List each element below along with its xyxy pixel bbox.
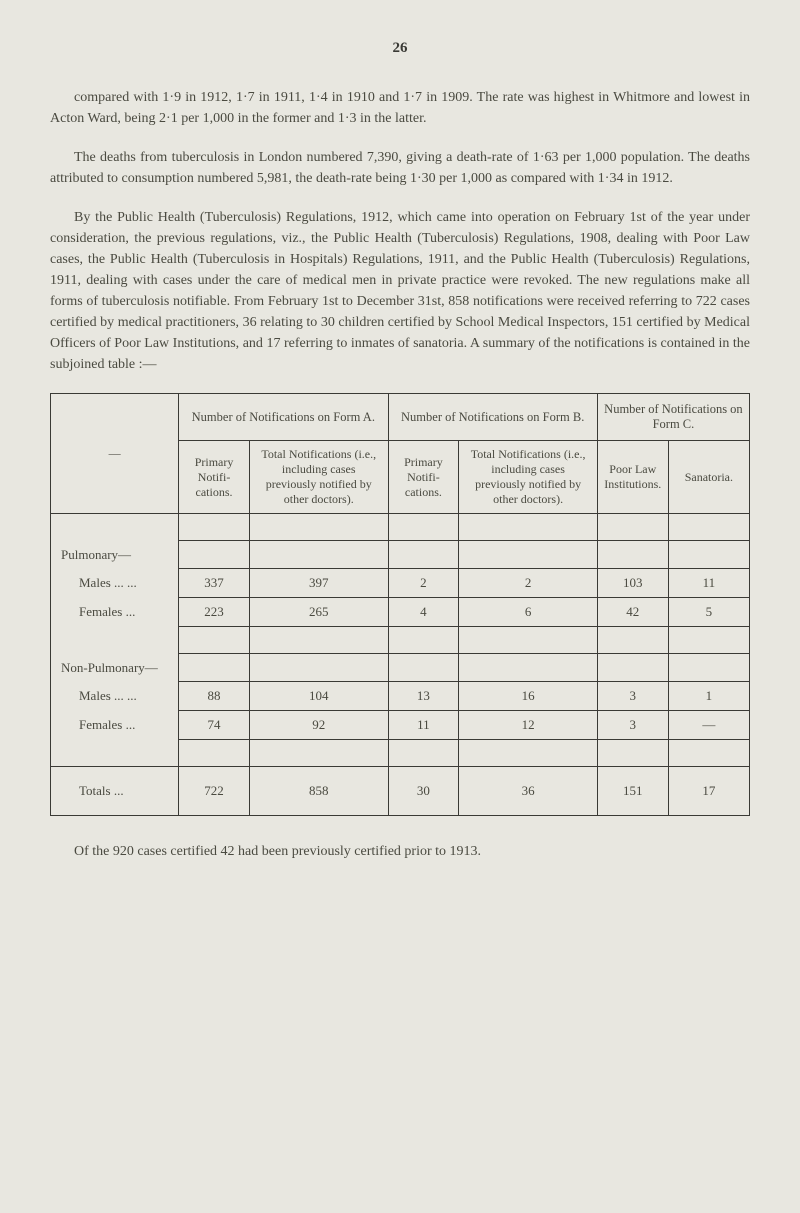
- cell: 11: [668, 569, 749, 598]
- cell: 858: [249, 767, 388, 816]
- cell: 16: [459, 682, 598, 711]
- page-number: 26: [50, 40, 750, 57]
- table-row: Females ... 74 92 11 12 3 —: [51, 711, 750, 740]
- cell: 265: [249, 598, 388, 627]
- table-row: Males ... ... 88 104 13 16 3 1: [51, 682, 750, 711]
- cell: 92: [249, 711, 388, 740]
- header-form-b: Number of Notifications on Form B.: [388, 394, 597, 441]
- cell: 2: [388, 569, 459, 598]
- subheader-prim-a: Prim­ary Notifi­cations.: [179, 441, 250, 514]
- table-row: [51, 740, 750, 767]
- cell: 151: [597, 767, 668, 816]
- group-nonpulmonary: Non-Pulmonary—: [51, 654, 179, 682]
- totals-label: Totals ...: [51, 767, 179, 816]
- cell: 103: [597, 569, 668, 598]
- cell: 4: [388, 598, 459, 627]
- table-totals-row: Totals ... 722 858 30 36 151 17: [51, 767, 750, 816]
- cell: 337: [179, 569, 250, 598]
- cell: 88: [179, 682, 250, 711]
- notifications-table: — Number of Notifications on Form A. Num…: [50, 393, 750, 816]
- cell: 13: [388, 682, 459, 711]
- cell: 3: [597, 711, 668, 740]
- table-row: [51, 627, 750, 654]
- paragraph-3: By the Public Health (Tuberculosis) Regu…: [50, 207, 750, 375]
- table-header-row-1: — Number of Notifications on Form A. Num…: [51, 394, 750, 441]
- subheader-total-a: Total Notifications (i.e., including cas…: [249, 441, 388, 514]
- table-row: [51, 514, 750, 541]
- header-form-c: Number of Notifications on Form C.: [597, 394, 749, 441]
- row-label: Females ...: [51, 598, 179, 627]
- cell: 6: [459, 598, 598, 627]
- table-row: Pulmonary—: [51, 541, 750, 569]
- cell: 42: [597, 598, 668, 627]
- row-label: Females ...: [51, 711, 179, 740]
- header-form-a: Number of Notifications on Form A.: [179, 394, 388, 441]
- cell: 5: [668, 598, 749, 627]
- cell: 12: [459, 711, 598, 740]
- subheader-poor: Poor Law Institu­tions.: [597, 441, 668, 514]
- subheader-san: Sanatoria.: [668, 441, 749, 514]
- cell: 74: [179, 711, 250, 740]
- subheader-total-b: Total Notifications (i.e., including cas…: [459, 441, 598, 514]
- cell: —: [668, 711, 749, 740]
- table-row: Females ... 223 265 4 6 42 5: [51, 598, 750, 627]
- row-label: Males ... ...: [51, 682, 179, 711]
- cell: 1: [668, 682, 749, 711]
- cell: 397: [249, 569, 388, 598]
- paragraph-2: The deaths from tuberculosis in London n…: [50, 147, 750, 189]
- header-spacer: —: [51, 394, 179, 514]
- subheader-prim-b: Prim­ary Notifi­cations.: [388, 441, 459, 514]
- cell: 223: [179, 598, 250, 627]
- cell: 104: [249, 682, 388, 711]
- table-row: Non-Pulmonary—: [51, 654, 750, 682]
- table-row: Males ... ... 337 397 2 2 103 11: [51, 569, 750, 598]
- cell: 722: [179, 767, 250, 816]
- group-pulmonary: Pulmonary—: [51, 541, 179, 569]
- cell: 30: [388, 767, 459, 816]
- cell: 2: [459, 569, 598, 598]
- footnote: Of the 920 cases certified 42 had been p…: [50, 844, 750, 860]
- cell: 11: [388, 711, 459, 740]
- paragraph-1: compared with 1·9 in 1912, 1·7 in 1911, …: [50, 87, 750, 129]
- row-label: Males ... ...: [51, 569, 179, 598]
- cell: 17: [668, 767, 749, 816]
- cell: 3: [597, 682, 668, 711]
- cell: 36: [459, 767, 598, 816]
